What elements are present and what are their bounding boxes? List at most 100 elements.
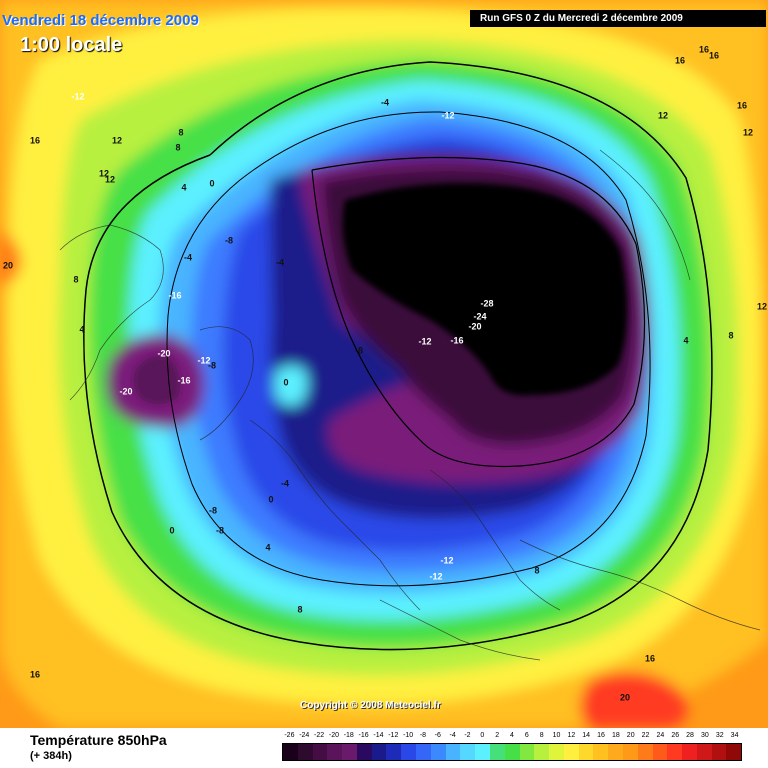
- scale-tick: 6: [524, 732, 529, 739]
- scale-tick: -20: [328, 732, 339, 739]
- temperature-map: [0, 0, 768, 728]
- contour-label: 16: [29, 669, 41, 680]
- contour-label: -4: [280, 478, 290, 489]
- contour-label: -16: [450, 335, 464, 346]
- contour-label: 8: [175, 142, 181, 153]
- scale-swatch: [578, 744, 594, 760]
- contour-label: -12: [440, 555, 454, 566]
- contour-label: -8: [354, 345, 364, 356]
- scale-tick: -8: [419, 732, 427, 739]
- scale-swatch: [386, 744, 402, 760]
- forecast-date: Vendredi 18 décembre 2009: [2, 12, 199, 29]
- cold-core: [342, 183, 628, 396]
- scale-swatch: [401, 744, 417, 760]
- scale-tick: 4: [510, 732, 514, 739]
- scale-swatch: [519, 744, 535, 760]
- scale-swatch: [711, 744, 727, 760]
- contour-label: -12: [197, 355, 211, 366]
- contour-label: 8: [73, 274, 79, 285]
- scale-swatch: [312, 744, 328, 760]
- scale-tick: -10: [403, 732, 414, 739]
- scale-tick: 20: [626, 732, 635, 739]
- forecast-time: 1:00 locale: [20, 34, 123, 56]
- scale-tick: 2: [495, 732, 500, 739]
- contour-label: 20: [619, 692, 631, 703]
- contour-label: 12: [104, 174, 116, 185]
- contour-label: -24: [473, 311, 487, 322]
- forecast-lead-time: (+ 384h): [30, 750, 72, 762]
- scale-tick: 18: [611, 732, 620, 739]
- scale-tick: -18: [343, 732, 354, 739]
- contour-label: 16: [736, 100, 748, 111]
- contour-label: -4: [275, 257, 285, 268]
- scale-swatch: [356, 744, 372, 760]
- scale-swatch: [504, 744, 520, 760]
- contour-label: -12: [418, 336, 432, 347]
- scale-swatch: [696, 744, 712, 760]
- contour-label: 4: [79, 324, 85, 335]
- scale-swatch: [430, 744, 446, 760]
- scale-swatch: [297, 744, 313, 760]
- contour-label: 0: [283, 377, 289, 388]
- scale-tick: 0: [480, 732, 485, 739]
- scale-tick: 8: [539, 732, 544, 739]
- contour-label: 16: [708, 50, 720, 61]
- contour-label: 20: [2, 260, 14, 271]
- contour-label: -20: [119, 386, 133, 397]
- contour-label: -16: [177, 375, 191, 386]
- scale-swatch: [726, 744, 742, 760]
- scale-tick: 16: [597, 732, 605, 739]
- scale-tick: 32: [715, 732, 724, 739]
- scale-swatch: [534, 744, 550, 760]
- contour-label: -20: [468, 321, 482, 332]
- scale-tick: -12: [388, 732, 399, 739]
- contour-label: -16: [168, 290, 182, 301]
- scale-tick: 12: [567, 732, 576, 739]
- contour-label: 4: [265, 542, 271, 553]
- scale-swatch: [475, 744, 490, 760]
- contour-label: 0: [169, 525, 175, 536]
- contour-label: -4: [183, 252, 193, 263]
- contour-label: -8: [207, 360, 217, 371]
- scale-tick: -26: [284, 732, 295, 739]
- band-red-west: [0, 230, 22, 286]
- scale-tick: 24: [656, 732, 665, 739]
- scale-tick: 22: [641, 732, 650, 739]
- scale-swatch: [622, 744, 638, 760]
- contour-label: 8: [297, 604, 303, 615]
- contour-label: -8: [215, 525, 225, 536]
- contour-label: 16: [674, 55, 686, 66]
- scale-swatch: [327, 744, 343, 760]
- contour-label: -28: [480, 298, 494, 309]
- scale-tick: -14: [373, 732, 384, 739]
- contour-label: 12: [98, 168, 110, 179]
- contour-label: 16: [29, 135, 41, 146]
- scale-tick: -6: [434, 732, 441, 739]
- cold-core-west: [133, 355, 181, 405]
- contour-label: -4: [380, 97, 390, 108]
- scale-tick: -22: [314, 732, 325, 739]
- scale-tick: -2: [464, 732, 471, 739]
- contour-label: -12: [71, 91, 85, 102]
- scale-swatch: [637, 744, 653, 760]
- contour-label: -12: [429, 571, 443, 582]
- contour-label: -8: [208, 505, 218, 516]
- scale-swatch: [549, 744, 564, 760]
- contour-label: 12: [657, 110, 669, 121]
- map-canvas: [0, 0, 768, 728]
- contour-label: 0: [268, 494, 274, 505]
- scale-tick: 28: [686, 732, 694, 739]
- scale-swatch: [371, 744, 387, 760]
- map-title: Température 850hPa: [30, 732, 167, 748]
- isotherm-contours: [83, 61, 713, 651]
- scale-swatch: [593, 744, 609, 760]
- scale-tick: -24: [299, 732, 310, 739]
- scale-swatch: [563, 744, 579, 760]
- contour-label: 4: [181, 182, 187, 193]
- scale-tick: 10: [552, 732, 561, 739]
- scale-tick-labels: -26 -24 -22 -20 -18 -16 -14 -12 -10 -8 -6 -4 -2 0 2 4 6 8…: [282, 732, 742, 742]
- scale-swatch: [652, 744, 668, 760]
- contour-label: 0: [209, 178, 215, 189]
- contour-label: 12: [742, 127, 754, 138]
- band-red-africa: [580, 672, 687, 728]
